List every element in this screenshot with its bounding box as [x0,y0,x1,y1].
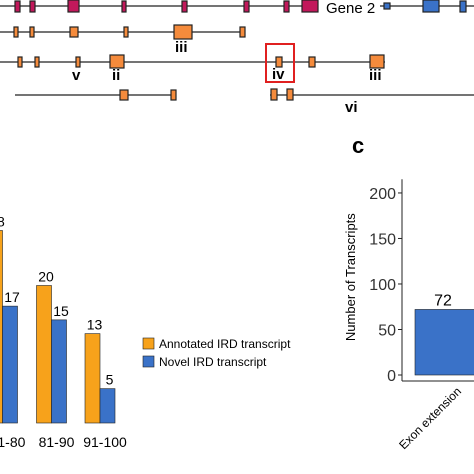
value-label: 15 [53,303,69,319]
y-axis-label: Number of Transcripts [343,213,358,341]
y-tick-label: 100 [369,277,396,294]
gene-label: Gene 2 [326,0,375,17]
value-label: 17 [4,289,20,305]
bar [0,230,3,424]
panel-letter: c [352,133,364,158]
y-tick-label: 200 [369,186,396,203]
x-tick-label: Exon extension [396,384,464,452]
legend-label: Annotated IRD transcript [159,337,291,351]
gene-diagram [0,0,474,101]
bar [99,388,116,424]
value-label: 20 [38,269,54,285]
x-tick-label: 91-100 [83,434,127,450]
isoform-label: iii [175,39,188,56]
bar [84,333,101,424]
bar [36,285,52,424]
isoform-label: ii [112,67,120,84]
isoform-label: iv [272,66,285,83]
y-tick-label: 150 [369,231,396,248]
isoform-label: vi [345,99,358,116]
value-label: 72 [434,292,452,309]
bar [51,319,67,424]
x-tick-label: 71-80 [0,434,26,450]
y-tick-label: 0 [387,368,396,385]
bar [2,305,18,424]
x-tick-label: 81-90 [39,434,75,450]
value-label: 13 [87,317,103,333]
bar [414,309,474,376]
y-tick-label: 50 [378,322,396,339]
isoform-label: v [72,67,81,84]
isoform-label: iii [369,67,382,84]
legend-swatch [142,355,155,368]
value-label: 5 [106,372,114,388]
legend-swatch [142,337,155,350]
value-label: 28 [0,214,5,230]
legend-label: Novel IRD transcript [159,355,267,369]
